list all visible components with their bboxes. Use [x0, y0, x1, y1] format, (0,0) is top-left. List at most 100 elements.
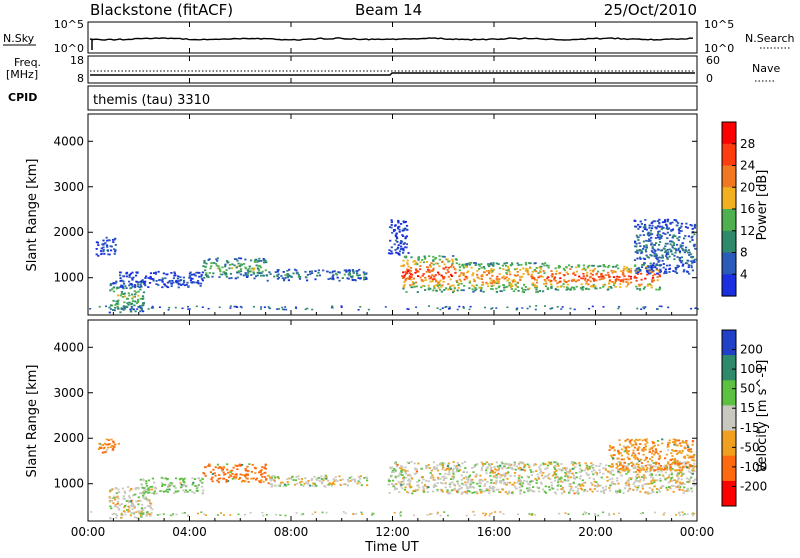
range-time-cell [650, 480, 653, 483]
range-time-cell [460, 492, 463, 495]
range-time-cell [659, 241, 662, 243]
range-time-cell [541, 262, 544, 265]
range-time-cell [173, 274, 176, 277]
range-time-cell [550, 463, 553, 465]
range-time-cell [680, 462, 683, 465]
range-time-cell [611, 481, 614, 483]
range-time-cell [263, 472, 266, 474]
range-time-cell [246, 477, 249, 480]
range-time-cell [490, 263, 493, 266]
range-time-cell [229, 272, 232, 275]
range-time-cell [678, 465, 681, 468]
range-time-cell [192, 481, 195, 484]
range-time-cell [516, 262, 519, 265]
near-range-cell [696, 308, 699, 310]
range-time-cell [260, 469, 263, 472]
range-time-cell [446, 489, 449, 492]
range-time-cell [525, 267, 528, 270]
range-time-cell [214, 262, 218, 265]
range-time-cell [393, 488, 397, 491]
colorbar-tick-label: 24 [740, 159, 755, 173]
range-time-cell [547, 266, 550, 269]
near-range-cell [447, 308, 450, 310]
range-time-cell [466, 481, 469, 484]
range-time-cell [287, 279, 290, 282]
range-time-cell [685, 222, 688, 225]
range-time-cell [487, 265, 491, 268]
range-time-cell [656, 276, 659, 278]
range-time-cell [433, 278, 436, 281]
beam-title: Beam 14 [355, 1, 422, 19]
range-time-cell [557, 464, 560, 467]
near-range-cell [597, 514, 600, 517]
range-time-cell [398, 472, 401, 475]
range-time-cell [632, 471, 635, 474]
range-time-cell [591, 277, 594, 280]
range-time-cell [672, 270, 675, 272]
range-time-cell [465, 277, 468, 280]
range-time-cell [498, 273, 501, 275]
range-time-cell [433, 285, 436, 287]
range-time-cell [689, 224, 692, 226]
range-time-cell [432, 490, 435, 493]
range-time-cell [542, 471, 545, 474]
range-time-cell [419, 268, 422, 271]
range-time-cell [583, 490, 586, 493]
range-time-cell [559, 285, 562, 288]
range-time-cell [642, 448, 645, 450]
range-time-cell [622, 445, 625, 448]
range-time-cell [572, 477, 576, 479]
near-range-cell [158, 513, 161, 516]
range-time-cell [600, 275, 603, 278]
range-time-cell [593, 469, 596, 471]
range-time-cell [129, 514, 132, 517]
range-time-cell [694, 247, 697, 250]
range-time-cell [508, 281, 511, 284]
range-time-cell [418, 479, 421, 482]
range-time-cell [503, 473, 506, 476]
range-time-cell [686, 226, 689, 229]
range-time-cell [261, 473, 264, 475]
range-time-cell [688, 272, 691, 275]
range-time-cell [667, 476, 670, 478]
range-time-cell [113, 505, 116, 507]
range-time-cell [584, 481, 587, 484]
range-time-cell [510, 286, 513, 289]
range-time-cell [647, 283, 650, 286]
range-time-cell [668, 464, 671, 467]
range-time-cell [616, 479, 619, 482]
range-time-cell [653, 485, 656, 488]
range-time-cell [688, 478, 691, 480]
range-time-cell [509, 475, 512, 477]
range-time-cell [589, 272, 592, 275]
range-time-cell [405, 224, 409, 227]
near-range-cell [482, 512, 485, 515]
range-time-cell [542, 477, 545, 480]
range-time-cell [548, 488, 551, 491]
range-time-cell [250, 274, 253, 276]
range-time-cell [430, 270, 433, 272]
range-time-cell [488, 492, 491, 494]
range-time-cell [602, 472, 605, 475]
range-time-cell [684, 226, 688, 228]
range-time-cell [662, 468, 665, 471]
range-time-cell [204, 475, 207, 477]
range-time-cell [586, 271, 589, 274]
range-time-cell [436, 285, 439, 287]
range-time-cell [655, 474, 658, 477]
range-time-cell [488, 485, 492, 488]
range-time-cell [639, 443, 642, 445]
range-time-cell [137, 503, 140, 506]
near-range-cell [123, 307, 126, 309]
range-time-cell [311, 272, 314, 274]
range-time-cell [117, 508, 120, 511]
range-time-cell [567, 476, 570, 479]
range-time-cell [117, 299, 120, 302]
range-time-cell [329, 277, 332, 280]
range-time-cell [239, 268, 243, 270]
range-time-cell [387, 479, 390, 482]
range-time-cell [668, 486, 671, 488]
range-time-cell [358, 274, 361, 277]
range-time-cell [658, 490, 661, 493]
range-time-cell [403, 476, 406, 479]
